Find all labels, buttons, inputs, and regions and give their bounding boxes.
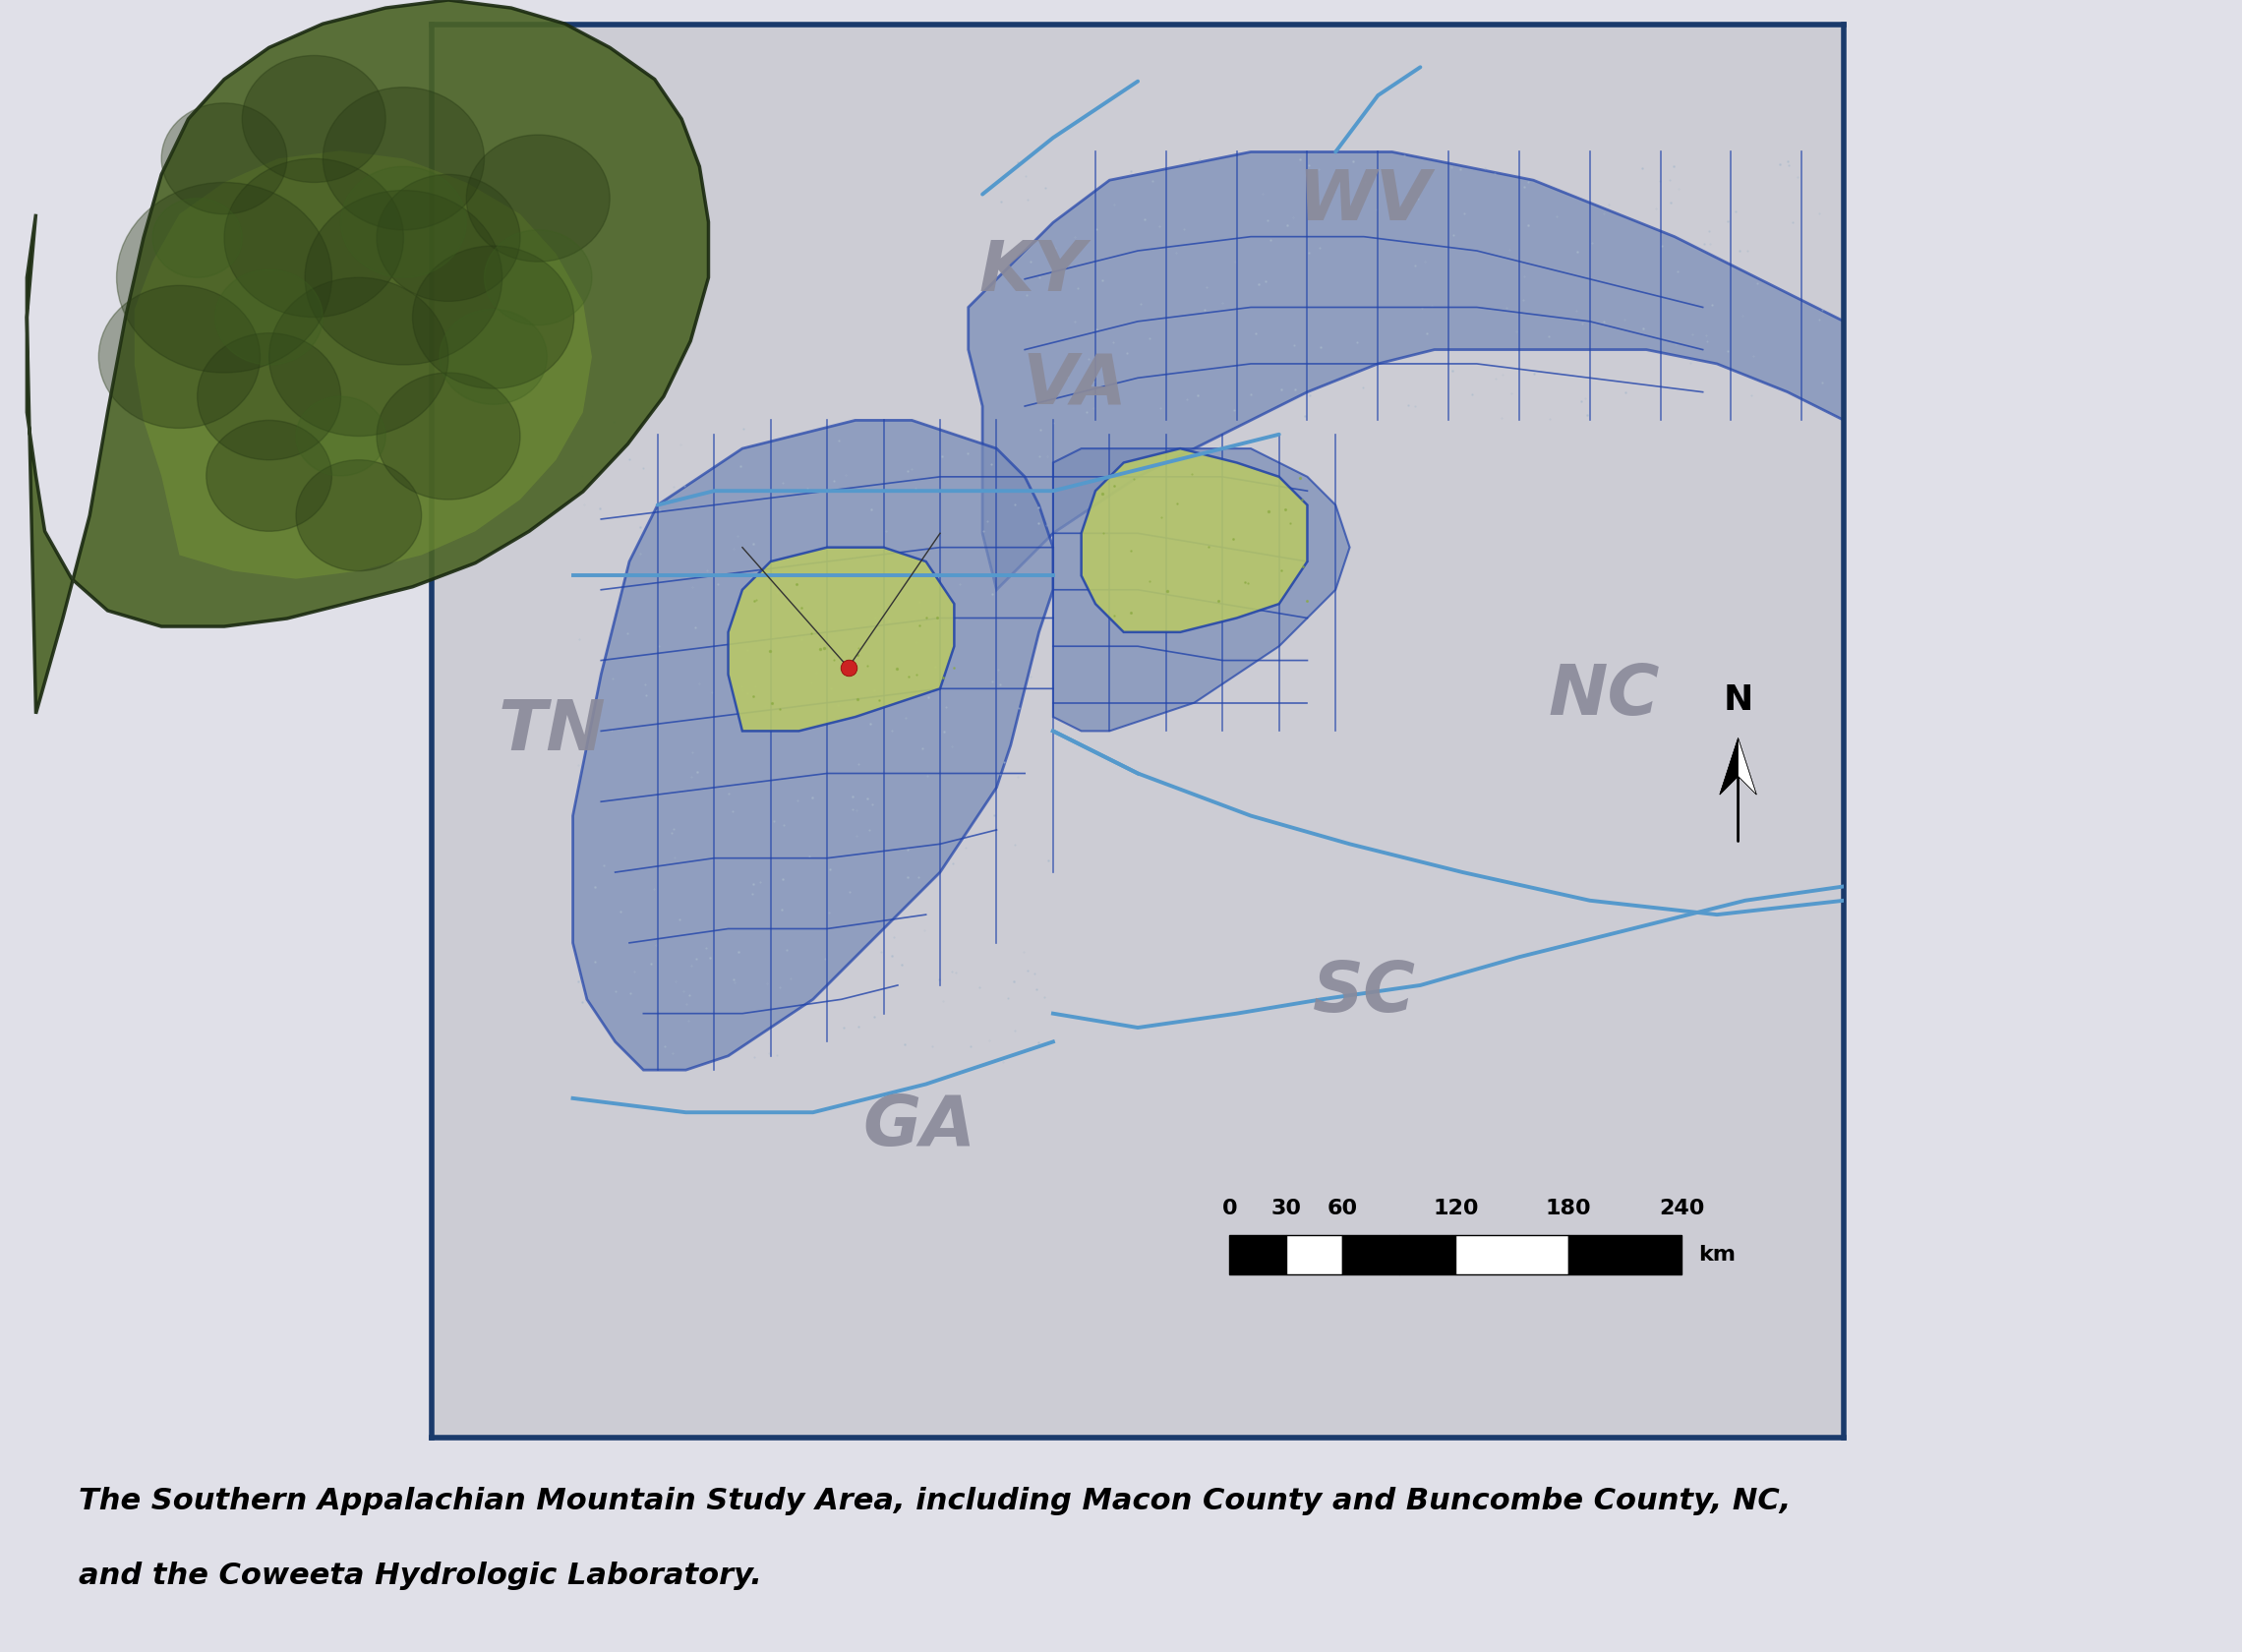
Text: 30: 30 xyxy=(1271,1199,1300,1218)
Circle shape xyxy=(269,278,448,436)
Polygon shape xyxy=(1738,738,1755,795)
Polygon shape xyxy=(574,420,1054,1070)
Text: km: km xyxy=(1699,1246,1735,1265)
Text: and the Coweeta Hydrologic Laboratory.: and the Coweeta Hydrologic Laboratory. xyxy=(78,1561,762,1589)
Circle shape xyxy=(152,198,242,278)
Polygon shape xyxy=(1081,448,1307,633)
Circle shape xyxy=(413,246,574,388)
Circle shape xyxy=(242,56,386,182)
Circle shape xyxy=(161,102,287,215)
Text: 240: 240 xyxy=(1659,1199,1704,1218)
Polygon shape xyxy=(1720,738,1738,795)
Circle shape xyxy=(197,334,341,459)
Circle shape xyxy=(323,88,484,230)
Circle shape xyxy=(377,373,520,499)
Bar xyxy=(1229,1236,1287,1275)
Text: 0: 0 xyxy=(1222,1199,1238,1218)
Circle shape xyxy=(305,190,502,365)
Circle shape xyxy=(117,182,332,373)
Text: NC: NC xyxy=(1549,662,1659,730)
Polygon shape xyxy=(1054,448,1350,730)
Circle shape xyxy=(224,159,404,317)
Polygon shape xyxy=(1720,738,1755,795)
Text: TN: TN xyxy=(498,697,605,765)
Circle shape xyxy=(296,396,386,476)
Bar xyxy=(1287,1236,1343,1275)
Bar xyxy=(1569,1236,1682,1275)
Polygon shape xyxy=(729,547,955,730)
Text: GA: GA xyxy=(863,1092,975,1160)
Polygon shape xyxy=(27,0,708,714)
Polygon shape xyxy=(135,150,592,578)
Text: N: N xyxy=(1724,684,1753,717)
Bar xyxy=(1455,1236,1569,1275)
Text: 120: 120 xyxy=(1433,1199,1477,1218)
Bar xyxy=(1399,1236,1455,1275)
Text: 60: 60 xyxy=(1327,1199,1359,1218)
Text: 180: 180 xyxy=(1545,1199,1592,1218)
Text: The Southern Appalachian Mountain Study Area, including Macon County and Buncomb: The Southern Appalachian Mountain Study … xyxy=(78,1487,1791,1515)
Circle shape xyxy=(99,286,260,428)
Circle shape xyxy=(296,459,421,572)
Text: SC: SC xyxy=(1312,958,1415,1026)
Circle shape xyxy=(206,420,332,532)
Circle shape xyxy=(341,167,466,278)
Circle shape xyxy=(466,135,610,261)
Text: WV: WV xyxy=(1298,167,1430,235)
Circle shape xyxy=(439,309,547,405)
Text: KY: KY xyxy=(978,238,1085,306)
Circle shape xyxy=(215,269,323,365)
Text: VA: VA xyxy=(1022,350,1128,420)
Polygon shape xyxy=(969,152,1843,590)
Circle shape xyxy=(484,230,592,325)
Bar xyxy=(1343,1236,1399,1275)
Circle shape xyxy=(377,175,520,301)
